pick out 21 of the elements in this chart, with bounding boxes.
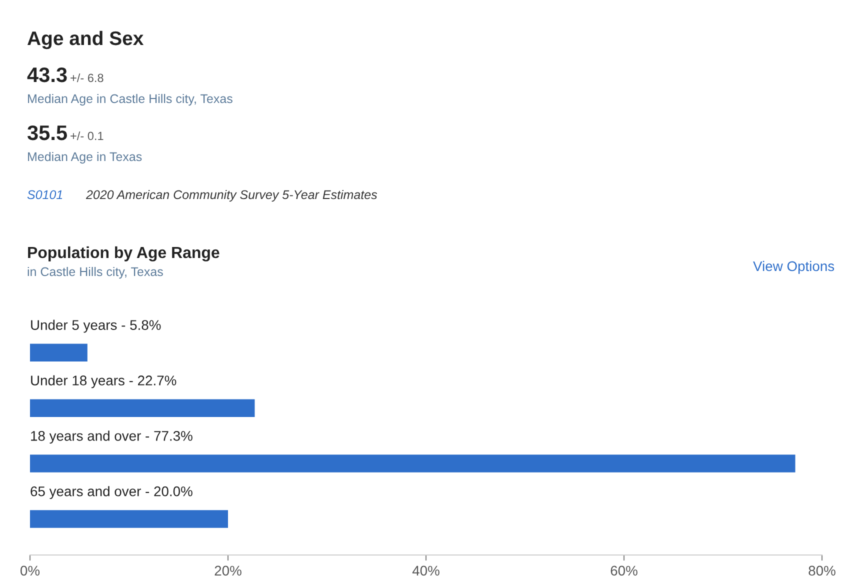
text: 2020 American Community Survey 5-Year Estimates [86,190,378,202]
y-tick-label: 65 years and over - 20.0% [30,486,192,500]
x-tick-label: 20% [214,566,242,576]
text: Median Age in Castle Hills city, Texas [28,94,232,106]
x-tick-label: 80% [808,566,836,576]
x-tick-label: 60% [610,566,638,576]
text: 43.3 [27,67,67,82]
y-tick-label: Under 18 years - 22.7% [31,375,176,388]
text: Age and Sex [27,30,144,50]
x-tick-label: 40% [412,566,440,576]
chart-subtitle: in Castle Hills city, Texas [28,266,163,279]
x-tick-label: 0% [20,566,40,576]
chart-title: Population by Age Range [28,246,220,262]
text: S0101 [27,190,62,200]
y-tick-label: 18 years and over - 77.3% [31,430,192,444]
text: +/- 0.1 [70,131,104,140]
y-tick-label: Under 5 years - 5.8% [31,320,161,333]
text: +/- 6.8 [70,73,104,82]
text: 35.5 [27,125,67,140]
text: View Options [753,260,834,274]
text: Median Age in Texas [28,152,142,164]
